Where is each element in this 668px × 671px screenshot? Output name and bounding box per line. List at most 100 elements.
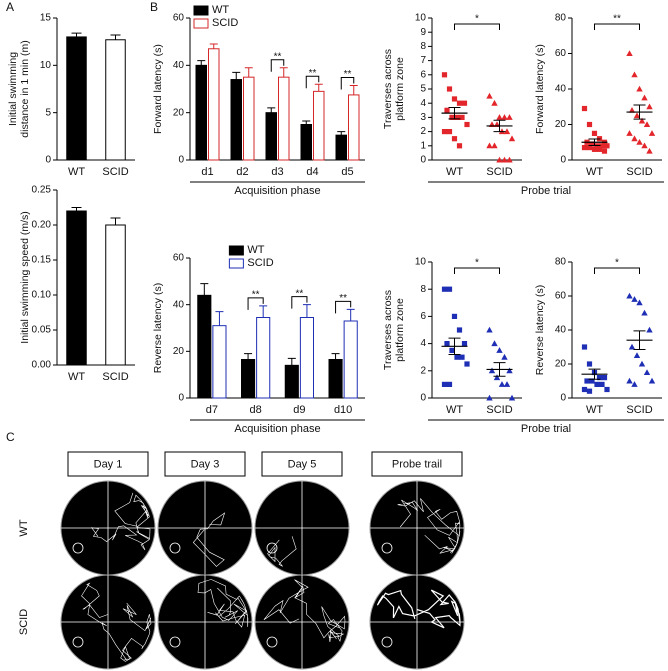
column-label: Day 1: [94, 458, 123, 470]
point: [628, 107, 636, 113]
column-box: [67, 451, 149, 477]
y-tick-label: 3: [420, 112, 426, 123]
y-tick-label: 8: [420, 284, 426, 295]
swim-path: [376, 589, 461, 629]
significance-label: **: [309, 68, 317, 79]
point: [444, 341, 450, 347]
error-bar: [633, 104, 646, 120]
point: [643, 121, 651, 127]
x-tick-label: WT: [586, 404, 603, 416]
point: [441, 381, 448, 387]
x-tick-label: d9: [293, 404, 305, 416]
y-axis-label: Reverse latency (s): [152, 283, 164, 373]
point: [488, 367, 496, 374]
point: [648, 377, 656, 384]
significance-label: *: [615, 258, 619, 269]
point: [586, 121, 593, 128]
y-tick-label: 6: [420, 69, 426, 80]
point: [451, 136, 458, 142]
x-tick-label: WT: [68, 371, 85, 383]
row-label: WT: [18, 519, 30, 536]
point: [646, 103, 653, 110]
y-tick-label: 0.20: [32, 220, 52, 231]
point: [444, 107, 450, 113]
y-tick-label: 80: [555, 13, 567, 24]
x-tick-label: d8: [250, 404, 262, 416]
x-axis-label: Probe trial: [521, 185, 571, 197]
y-tick-label: 6: [420, 311, 426, 322]
panel-label: A: [6, 0, 14, 14]
point: [586, 361, 593, 367]
point: [581, 144, 588, 151]
bar: [284, 364, 299, 399]
point: [626, 130, 633, 136]
error-bar: [259, 305, 268, 318]
point: [506, 156, 513, 163]
point: [631, 71, 638, 78]
panel-label: B: [150, 0, 158, 14]
quadrant-lines: [158, 575, 252, 669]
point: [604, 143, 610, 149]
point: [446, 86, 453, 92]
quadrant-lines: [370, 575, 464, 669]
swim-path: [81, 582, 152, 662]
significance-bracket: [454, 267, 500, 274]
bar: [230, 79, 242, 161]
error-bar: [346, 308, 355, 321]
error-bar: [337, 131, 346, 136]
y-tick-label: 60: [555, 291, 567, 302]
x-tick-label: SCID: [626, 166, 652, 178]
point: [633, 112, 641, 119]
column-label: Probe trail: [392, 458, 442, 470]
y-tick-label: 15: [40, 13, 52, 24]
point: [646, 147, 653, 154]
error-bar: [287, 357, 296, 366]
point: [646, 326, 653, 333]
x-tick-label: d4: [306, 166, 318, 178]
legend-label: WT: [212, 4, 229, 16]
point: [441, 129, 448, 135]
point: [591, 146, 598, 152]
x-tick-label: d1: [201, 166, 213, 178]
error-bar: [314, 83, 323, 92]
point: [604, 386, 610, 393]
point: [596, 146, 603, 152]
point: [498, 381, 506, 387]
point: [626, 292, 633, 299]
error-bar: [493, 362, 506, 377]
point: [491, 340, 498, 347]
significance-label: **: [295, 288, 303, 299]
significance-label: **: [252, 289, 260, 300]
bar: [343, 320, 358, 399]
point: [446, 286, 453, 292]
point: [628, 343, 636, 350]
bar: [105, 39, 126, 161]
swim-path: [197, 579, 249, 628]
bar: [212, 325, 227, 399]
point: [636, 299, 643, 306]
bar: [208, 48, 220, 161]
point: [589, 141, 595, 147]
y-tick-label: 5: [420, 84, 426, 95]
significance-bracket: [340, 76, 355, 90]
point: [643, 369, 651, 375]
point: [586, 388, 593, 394]
significance-bracket: [270, 59, 285, 72]
bar: [66, 36, 87, 161]
point: [449, 114, 455, 120]
point: [501, 353, 508, 360]
point: [508, 135, 516, 142]
bar: [335, 134, 347, 161]
y-tick-label: 8: [420, 41, 426, 52]
y-tick-label: 20: [173, 346, 185, 357]
x-axis-label: Acquisition phase: [234, 423, 320, 435]
error-bar: [493, 119, 506, 133]
point: [638, 360, 646, 367]
point: [599, 381, 605, 387]
quadrant-lines: [61, 575, 155, 669]
y-axis-label: Initial swimming: [7, 52, 19, 126]
y-tick-label: 4: [420, 98, 426, 109]
point: [464, 121, 470, 128]
error-bar: [448, 106, 461, 120]
